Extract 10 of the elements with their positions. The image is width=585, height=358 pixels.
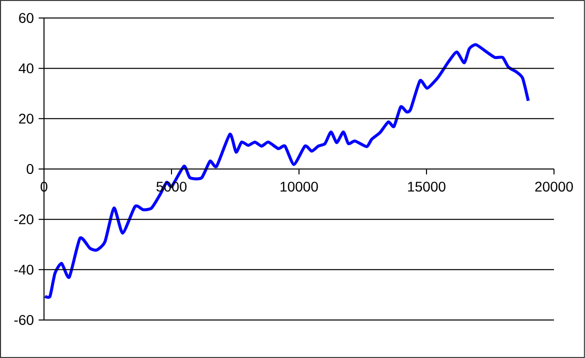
y-tick-label: 0 xyxy=(26,164,34,174)
y-tick-label: -60 xyxy=(14,315,34,325)
y-tick-label: 60 xyxy=(19,13,34,23)
x-tick-label: 15000 xyxy=(408,182,446,192)
x-tick-label: 20000 xyxy=(535,182,573,192)
x-tick-label: 10000 xyxy=(280,182,318,192)
y-tick-label: -20 xyxy=(14,214,34,224)
y-tick-label: 20 xyxy=(19,114,34,124)
y-tick-label: 40 xyxy=(18,63,34,74)
y-tick-label: -40 xyxy=(14,264,34,275)
